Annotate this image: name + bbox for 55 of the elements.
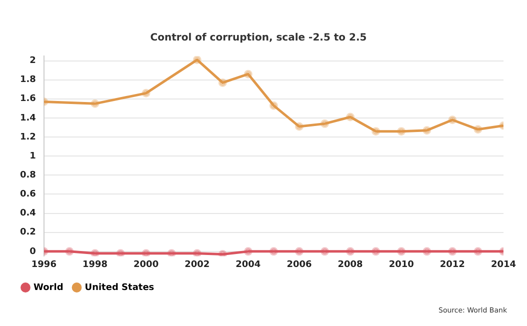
point [474,247,482,256]
x-tick-label: 2012 [440,260,465,270]
point [90,249,100,256]
point [397,127,406,136]
point [244,247,252,256]
point [448,116,457,124]
y-tick-label: 0.4 [20,208,36,219]
y-tick-label: 2 [30,56,36,66]
point [397,247,406,256]
y-tick-label: 1.4 [20,113,36,124]
legend-label: World [34,282,64,293]
x-tick-label: 2008 [338,260,363,270]
chart-title: Control of corruption, scale -2.5 to 2.5 [150,32,367,44]
y-tick-label: 1 [30,151,36,162]
y-tick-label: 1.2 [20,132,36,142]
point [192,56,202,64]
x-tick-label: 2004 [236,260,261,270]
point [167,249,176,256]
point [269,101,278,110]
point [346,112,355,122]
y-tick-label: 0 [30,246,36,257]
x-tick-label: 2010 [388,260,414,270]
point [422,247,432,256]
point [218,78,227,87]
point [294,247,304,256]
y-tick-label: 0.6 [20,190,36,200]
x-tick-label: 1998 [82,260,108,270]
y-tick-label: 0.2 [20,228,36,238]
y-tick-label: 1.8 [20,75,36,86]
x-tick-label: 2002 [184,260,210,270]
y-tick-label: 1.6 [20,94,36,104]
legend-label: United States [84,282,154,293]
point [269,247,278,256]
x-tick-label: 2006 [286,260,312,270]
point [320,119,330,128]
x-tick-label: 2000 [134,260,159,270]
point [474,125,482,134]
point [294,122,304,131]
point [65,247,74,256]
x-tick-label: 1996 [31,260,56,270]
point [90,99,100,108]
y-tick-label: 0.8 [20,170,36,181]
point [346,247,355,256]
point [448,247,457,256]
x-tick-label: 2014 [490,260,516,270]
point [218,250,227,256]
point [142,88,150,98]
point [142,249,150,256]
point [192,249,202,256]
point [244,70,252,78]
point [372,127,380,136]
point [320,247,330,256]
point [372,247,380,256]
point [422,126,432,135]
point [116,249,125,256]
